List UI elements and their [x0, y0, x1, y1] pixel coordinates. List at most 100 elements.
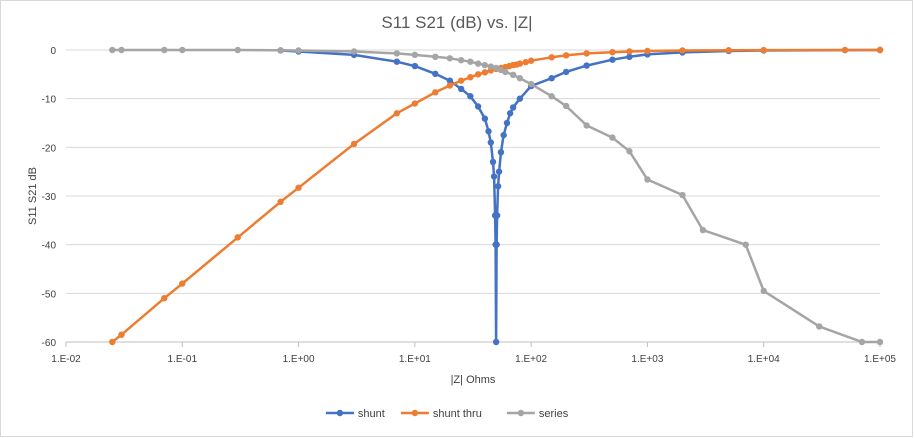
data-point-series — [548, 93, 555, 100]
data-point-shunt-thru — [411, 100, 419, 107]
data-point-series — [481, 61, 489, 69]
y-tick-label: 0 — [50, 46, 56, 57]
data-point-shunt — [506, 110, 514, 117]
data-point-shunt — [509, 104, 517, 111]
data-point-shunt-thru — [474, 71, 482, 78]
data-point-shunt-thru — [876, 46, 884, 54]
data-point-shunt — [457, 85, 465, 93]
legend-label: series — [539, 408, 569, 420]
data-point-shunt — [446, 77, 454, 84]
data-point-shunt-thru — [277, 198, 284, 206]
data-point-shunt — [411, 62, 419, 70]
data-point-shunt — [494, 183, 502, 190]
data-point-series — [234, 46, 241, 54]
data-point-series — [446, 55, 454, 62]
x-tick-label: 1.E+02 — [515, 354, 547, 365]
data-point-shunt — [474, 103, 482, 110]
data-point-series — [467, 58, 474, 65]
series-line-shunt — [280, 48, 881, 344]
data-point-series — [583, 122, 590, 129]
data-point-series — [295, 47, 302, 54]
data-point-series — [858, 338, 866, 346]
data-point-shunt-thru — [522, 58, 530, 66]
data-point-shunt — [583, 62, 590, 69]
legend-swatch-marker — [517, 409, 525, 417]
data-point-series — [815, 323, 823, 330]
x-tick-label: 1.E+05 — [864, 354, 896, 365]
data-point-shunt-thru — [481, 69, 489, 76]
data-point-shunt-thru — [626, 48, 633, 55]
data-point-series — [562, 102, 570, 110]
data-point-series — [474, 60, 482, 67]
chart-title: S11 S21 (dB) vs. |Z| — [381, 13, 532, 32]
data-point-series — [609, 134, 616, 141]
legend-swatch-marker — [336, 409, 344, 417]
x-tick-label: 1.E+01 — [399, 354, 431, 365]
x-tick-label: 1.E+04 — [748, 354, 780, 365]
y-tick-label: -50 — [42, 289, 57, 300]
y-tick-label: -10 — [42, 95, 57, 106]
data-point-shunt — [562, 68, 570, 76]
data-point-series — [179, 46, 186, 54]
data-point-series — [876, 338, 884, 346]
data-point-shunt-thru — [679, 47, 686, 54]
x-tick-label: 1.E-02 — [51, 354, 81, 365]
data-point-series — [109, 46, 116, 54]
data-point-shunt-thru — [393, 110, 401, 117]
data-point-shunt-thru — [516, 60, 524, 67]
legend-item-shunt-thru: shunt thru — [400, 408, 482, 420]
data-point-shunt-thru — [457, 77, 465, 84]
x-tick-label: 1.E+03 — [631, 354, 663, 365]
data-point-series — [432, 53, 439, 61]
data-point-series — [527, 80, 535, 88]
data-point-shunt — [432, 70, 439, 78]
y-axis-title: S11 S21 dB — [27, 167, 39, 225]
data-point-series — [487, 63, 495, 70]
data-point-shunt-thru — [350, 140, 358, 148]
data-point-series — [161, 46, 168, 54]
data-point-shunt — [548, 75, 555, 82]
data-point-shunt-thru — [841, 46, 849, 54]
data-point-series — [277, 47, 284, 54]
data-point-shunt-thru — [446, 82, 454, 89]
x-axis-tick-labels: 1.E-02 1.E-01 1.E+00 1.E+01 1.E+02 1.E+03 1.E+… — [51, 354, 896, 365]
data-point-shunt — [487, 139, 495, 146]
data-point-shunt — [485, 128, 492, 135]
legend-label: shunt — [358, 408, 385, 420]
x-tick-label: 1.E-01 — [168, 354, 198, 365]
x-axis — [65, 341, 881, 347]
y-tick-label: -40 — [42, 241, 57, 252]
data-point-series — [118, 46, 125, 54]
data-point-shunt-thru — [109, 338, 116, 346]
data-point-shunt — [393, 58, 401, 65]
data-point-shunt — [626, 53, 633, 61]
data-point-series — [350, 48, 358, 55]
y-tick-label: -20 — [42, 143, 57, 154]
legend-item-shunt: shunt — [325, 408, 385, 420]
data-point-series — [626, 148, 633, 155]
data-point-shunt — [492, 338, 500, 346]
data-point-shunt-thru — [179, 280, 186, 287]
data-point-shunt — [481, 115, 489, 122]
x-axis-title: |Z| Ohms — [451, 374, 496, 386]
data-point-shunt-thru — [609, 48, 616, 56]
data-point-series — [699, 226, 707, 234]
data-point-shunt — [500, 131, 507, 139]
series-series — [109, 46, 884, 346]
y-axis-tick-labels: 0 -10 -20 -30 -40 -50 -60 — [42, 46, 57, 349]
data-point-series — [760, 287, 767, 295]
data-point-shunt-thru — [548, 54, 555, 61]
data-point-shunt — [495, 168, 503, 175]
data-point-shunt-thru — [725, 47, 732, 54]
y-tick-label: -60 — [42, 338, 57, 349]
legend: shunt shunt thru series — [325, 408, 569, 420]
data-point-series — [393, 50, 401, 57]
data-point-shunt-thru — [295, 184, 302, 191]
data-point-shunt-thru — [760, 46, 767, 54]
data-point-series — [502, 68, 509, 76]
data-point-shunt — [493, 212, 501, 219]
data-point-shunt — [497, 149, 505, 156]
